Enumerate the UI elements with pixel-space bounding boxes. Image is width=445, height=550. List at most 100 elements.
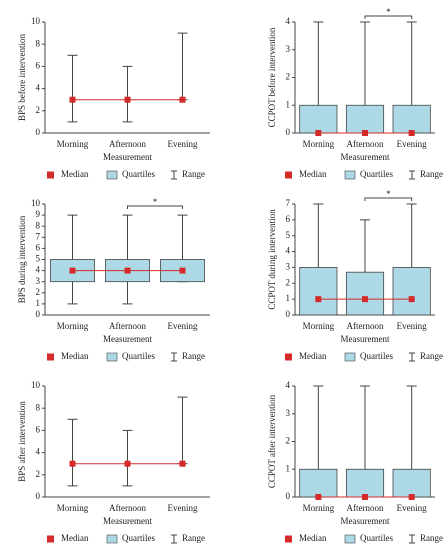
y-tick-label: 2 <box>286 277 291 287</box>
y-tick-label: 3 <box>286 408 291 418</box>
y-tick-label: 4 <box>36 447 41 457</box>
median-marker <box>124 460 131 467</box>
legend-label: Median <box>61 351 89 361</box>
x-tick-label: Afternoon <box>109 139 146 149</box>
legend-quartiles <box>106 170 118 180</box>
y-tick-label: 10 <box>31 380 41 390</box>
y-tick-label: 5 <box>36 254 41 264</box>
significance-bracket <box>364 15 413 19</box>
legend-quartiles <box>106 534 118 544</box>
y-tick-label: 3 <box>286 261 291 271</box>
median-marker <box>315 130 322 136</box>
x-axis-label: Measurement <box>103 334 152 344</box>
x-tick-label: Evening <box>397 321 427 331</box>
y-tick-label: 1 <box>286 463 291 473</box>
y-tick-label: 4 <box>286 16 291 26</box>
y-tick-label: 2 <box>286 436 291 446</box>
box <box>345 468 385 498</box>
x-tick-label: Morning <box>303 321 335 331</box>
x-tick-label: Afternoon <box>109 503 146 513</box>
median-marker <box>179 96 186 103</box>
y-tick-label: 6 <box>36 424 41 434</box>
legend-label: Median <box>61 533 89 543</box>
x-axis-label: Measurement <box>341 152 390 162</box>
y-axis-label: BPS during intervention <box>17 215 27 303</box>
box <box>392 267 431 316</box>
x-axis-label: Measurement <box>103 152 152 162</box>
median-marker <box>408 296 415 303</box>
legend-median <box>47 535 54 543</box>
legend-label: Quartiles <box>360 169 393 179</box>
y-tick-label: 0 <box>286 491 291 501</box>
significance-label: * <box>153 197 158 207</box>
legend-label: Range <box>182 533 205 543</box>
median-marker <box>315 296 322 303</box>
x-tick-label: Morning <box>303 139 335 149</box>
median-marker <box>362 296 368 303</box>
y-tick-label: 7 <box>36 231 41 241</box>
legend-quartiles <box>106 352 118 362</box>
x-tick-label: Morning <box>57 503 89 513</box>
legend-median <box>47 171 54 179</box>
significance-label: * <box>386 7 391 17</box>
legend-range <box>171 534 177 544</box>
y-tick-label: 2 <box>36 105 41 115</box>
y-tick-label: 2 <box>36 469 41 479</box>
y-tick-label: 1 <box>286 293 291 303</box>
x-tick-label: Morning <box>57 139 89 149</box>
box <box>345 271 385 316</box>
legend-label: Median <box>61 169 89 179</box>
x-tick-label: Evening <box>168 321 198 331</box>
y-tick-label: 8 <box>36 220 41 230</box>
legend-range <box>409 534 415 544</box>
median-marker <box>69 267 76 274</box>
y-tick-label: 2 <box>286 72 291 82</box>
legend-label: Range <box>420 533 443 543</box>
y-tick-label: 8 <box>36 38 41 48</box>
x-tick-label: Afternoon <box>347 139 384 149</box>
y-tick-label: 0 <box>286 127 291 137</box>
x-tick-label: Evening <box>397 139 427 149</box>
median-marker <box>179 460 186 467</box>
y-tick-label: 10 <box>31 16 41 26</box>
x-axis-label: Measurement <box>341 516 390 526</box>
median-marker <box>124 267 131 274</box>
y-axis-label: CCPOT before intervention <box>267 27 277 127</box>
legend-label: Range <box>420 169 443 179</box>
y-tick-label: 6 <box>36 242 41 252</box>
y-tick-label: 1 <box>286 99 291 109</box>
legend-label: Quartiles <box>122 169 155 179</box>
median-marker <box>362 130 368 136</box>
median-marker <box>362 494 368 500</box>
legend-range <box>171 352 177 362</box>
median-marker <box>69 460 76 467</box>
y-tick-label: 1 <box>36 298 41 308</box>
y-tick-label: 4 <box>36 265 41 275</box>
legend-label: Median <box>299 533 327 543</box>
y-tick-label: 0 <box>36 491 41 501</box>
x-tick-label: Morning <box>57 321 89 331</box>
y-tick-label: 8 <box>36 402 41 412</box>
box <box>392 468 431 498</box>
y-tick-label: 3 <box>286 44 291 54</box>
x-tick-label: Afternoon <box>347 503 384 513</box>
y-tick-label: 7 <box>286 198 291 208</box>
significance-bracket <box>364 197 413 201</box>
legend-label: Median <box>299 351 327 361</box>
legend-range <box>409 170 415 180</box>
median-marker <box>179 267 186 274</box>
median-marker <box>124 96 131 103</box>
legend-label: Quartiles <box>360 533 393 543</box>
box <box>299 104 338 134</box>
y-axis-label: CCPOT after intervention <box>267 394 277 488</box>
box <box>299 468 338 498</box>
y-tick-label: 3 <box>36 276 41 286</box>
legend-label: Median <box>299 169 327 179</box>
y-tick-label: 6 <box>286 214 291 224</box>
x-axis-label: Measurement <box>341 334 390 344</box>
legend-median <box>285 353 292 361</box>
median-marker <box>408 494 415 500</box>
legend-label: Range <box>182 351 205 361</box>
legend-label: Quartiles <box>122 533 155 543</box>
